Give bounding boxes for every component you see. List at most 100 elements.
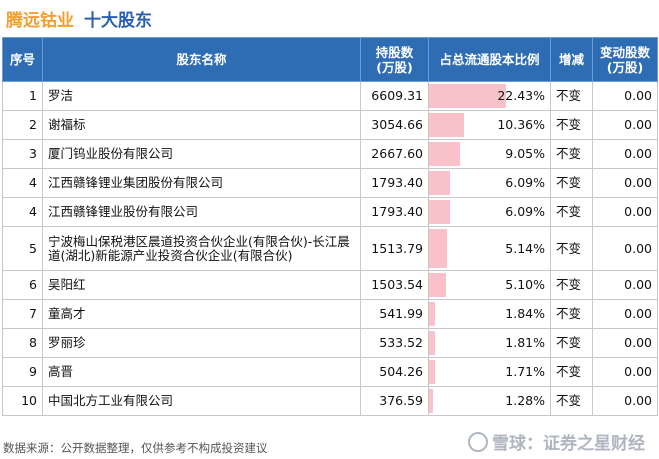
change-cell: 不变 xyxy=(550,197,593,227)
shareholder-name-cell: 江西赣锋锂业集团股份有限公司 xyxy=(42,168,361,198)
table-row: 4 江西赣锋锂业股份有限公司 1793.40 6.09% 不变 0.00 xyxy=(2,197,658,227)
shares-cell: 1793.40 xyxy=(360,168,429,198)
ratio-cell: 9.05% xyxy=(428,139,551,169)
shares-cell: 1503.54 xyxy=(360,270,429,300)
delta-cell: 0.00 xyxy=(592,270,658,300)
table-row: 3 厦门钨业股份有限公司 2667.60 9.05% 不变 0.00 xyxy=(2,139,658,169)
change-cell: 不变 xyxy=(550,168,593,198)
ratio-value: 1.71% xyxy=(505,364,545,379)
change-cell: 不变 xyxy=(550,299,593,329)
change-cell: 不变 xyxy=(550,386,593,416)
ratio-value: 5.10% xyxy=(505,277,545,292)
brand-text: 雪球：证券之星财经 xyxy=(492,434,645,454)
ratio-bar xyxy=(429,84,506,108)
change-cell: 不变 xyxy=(550,270,593,300)
ratio-cell: 6.09% xyxy=(428,168,551,198)
brand-logo-icon xyxy=(468,432,488,452)
table-row: 7 童高才 541.99 1.84% 不变 0.00 xyxy=(2,299,658,329)
ratio-value: 10.36% xyxy=(497,117,545,132)
rank-cell: 4 xyxy=(2,197,43,227)
ratio-cell: 22.43% xyxy=(428,81,551,111)
delta-cell: 0.00 xyxy=(592,299,658,329)
ratio-value: 1.28% xyxy=(505,393,545,408)
shareholder-name-cell: 吴阳红 xyxy=(42,270,361,300)
change-cell: 不变 xyxy=(550,139,593,169)
col-header-delta: 变动股数 (万股) xyxy=(592,37,658,82)
table-row: 6 吴阳红 1503.54 5.10% 不变 0.00 xyxy=(2,270,658,300)
shares-cell: 6609.31 xyxy=(360,81,429,111)
rank-cell: 9 xyxy=(2,357,43,387)
change-cell: 不变 xyxy=(550,226,593,271)
table-row: 9 高晋 504.26 1.71% 不变 0.00 xyxy=(2,357,658,387)
col-header-change: 增减 xyxy=(550,37,593,82)
page-title: 腾远钴业 十大股东 xyxy=(6,6,152,31)
shareholder-name-cell: 江西赣锋锂业股份有限公司 xyxy=(42,197,361,227)
ratio-cell: 1.71% xyxy=(428,357,551,387)
table-row: 4 江西赣锋锂业集团股份有限公司 1793.40 6.09% 不变 0.00 xyxy=(2,168,658,198)
rank-cell: 4 xyxy=(2,168,43,198)
ratio-value: 22.43% xyxy=(497,88,545,103)
shares-cell: 533.52 xyxy=(360,328,429,358)
rank-cell: 2 xyxy=(2,110,43,140)
ratio-bar xyxy=(429,302,436,326)
rank-cell: 8 xyxy=(2,328,43,358)
ratio-bar xyxy=(429,171,450,195)
shareholder-name-cell: 谢福标 xyxy=(42,110,361,140)
shareholder-table: 序号 股东名称 持股数 (万股) 占总流通股本比例 增减 变动股数 (万股) 1 罗洁… xyxy=(2,37,658,416)
ratio-cell: 5.14% xyxy=(428,226,551,271)
rank-cell: 3 xyxy=(2,139,43,169)
shares-cell: 376.59 xyxy=(360,386,429,416)
delta-cell: 0.00 xyxy=(592,328,658,358)
ratio-cell: 1.84% xyxy=(428,299,551,329)
shareholder-name-cell: 厦门钨业股份有限公司 xyxy=(42,139,361,169)
ratio-bar xyxy=(429,360,435,384)
rank-cell: 6 xyxy=(2,270,43,300)
shareholder-name-cell: 童高才 xyxy=(42,299,361,329)
col-header-shares: 持股数 (万股) xyxy=(360,37,429,82)
change-cell: 不变 xyxy=(550,110,593,140)
table-header-row: 序号 股东名称 持股数 (万股) 占总流通股本比例 增减 变动股数 (万股) xyxy=(2,37,658,82)
table-row: 1 罗洁 6609.31 22.43% 不变 0.00 xyxy=(2,81,658,111)
delta-cell: 0.00 xyxy=(592,139,658,169)
rank-cell: 10 xyxy=(2,386,43,416)
delta-cell: 0.00 xyxy=(592,226,658,271)
delta-cell: 0.00 xyxy=(592,110,658,140)
shareholder-name-cell: 罗丽珍 xyxy=(42,328,361,358)
col-header-rank: 序号 xyxy=(2,37,43,82)
ratio-value: 1.81% xyxy=(505,335,545,350)
shareholder-name-cell: 中国北方工业有限公司 xyxy=(42,386,361,416)
shares-cell: 3054.66 xyxy=(360,110,429,140)
delta-cell: 0.00 xyxy=(592,81,658,111)
ratio-cell: 1.28% xyxy=(428,386,551,416)
shareholder-name-cell: 宁波梅山保税港区晨道投资合伙企业(有限合伙)-长江晨道(湖北)新能源产业投资合伙… xyxy=(42,226,361,271)
shares-cell: 1513.79 xyxy=(360,226,429,271)
table-row: 2 谢福标 3054.66 10.36% 不变 0.00 xyxy=(2,110,658,140)
change-cell: 不变 xyxy=(550,357,593,387)
ratio-bar xyxy=(429,200,450,224)
ratio-bar xyxy=(429,113,465,137)
ratio-value: 5.14% xyxy=(505,240,545,256)
rank-cell: 1 xyxy=(2,81,43,111)
col-header-ratio: 占总流通股本比例 xyxy=(428,37,551,82)
brand-watermark: 雪球：证券之星财经 xyxy=(468,429,645,454)
table-row: 10 中国北方工业有限公司 376.59 1.28% 不变 0.00 xyxy=(2,386,658,416)
shareholder-name-cell: 高晋 xyxy=(42,357,361,387)
delta-cell: 0.00 xyxy=(592,386,658,416)
shares-cell: 2667.60 xyxy=(360,139,429,169)
ratio-cell: 10.36% xyxy=(428,110,551,140)
data-source-note: 数据来源：公开数据整理，仅供参考不构成投资建议 xyxy=(3,441,268,455)
change-cell: 不变 xyxy=(550,81,593,111)
ratio-bar xyxy=(429,142,460,166)
ratio-value: 1.84% xyxy=(505,306,545,321)
ratio-bar xyxy=(429,331,436,355)
col-header-name: 股东名称 xyxy=(42,37,361,82)
ratio-bar xyxy=(429,389,434,413)
shares-cell: 1793.40 xyxy=(360,197,429,227)
ratio-value: 9.05% xyxy=(505,146,545,161)
shares-cell: 504.26 xyxy=(360,357,429,387)
chart-subtitle: 十大股东 xyxy=(84,11,152,31)
ratio-value: 6.09% xyxy=(505,175,545,190)
ratio-cell: 5.10% xyxy=(428,270,551,300)
ratio-cell: 6.09% xyxy=(428,197,551,227)
ratio-cell: 1.81% xyxy=(428,328,551,358)
